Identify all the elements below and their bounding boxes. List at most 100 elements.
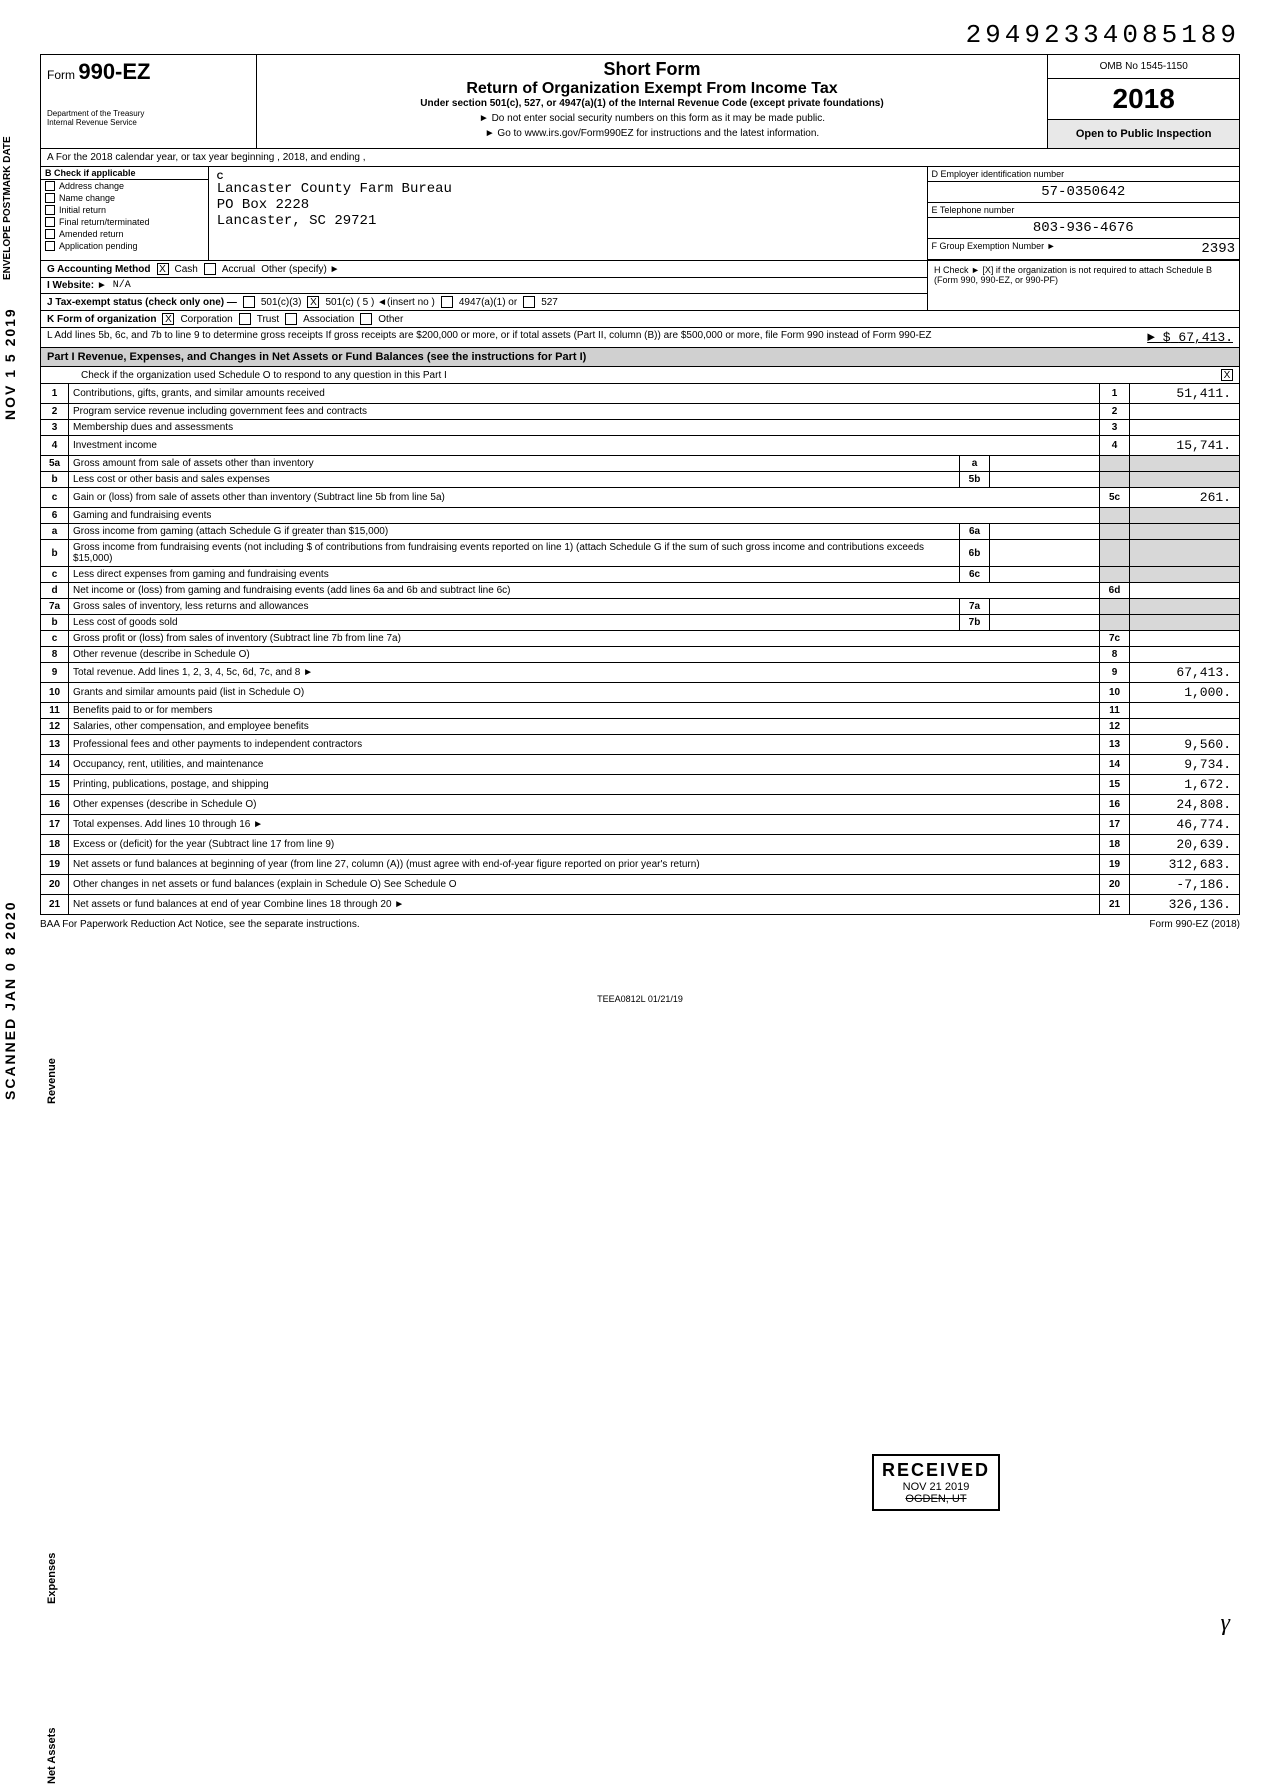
association-label: Association: [303, 314, 354, 325]
cash-checkbox[interactable]: X: [157, 263, 169, 275]
checkbox-icon: [45, 229, 55, 239]
line-amount: 24,808.: [1130, 795, 1240, 815]
side-label-expenses: Expenses: [46, 1553, 58, 1604]
501c-checkbox[interactable]: X: [307, 296, 319, 308]
line-description: Program service revenue including govern…: [69, 404, 1100, 420]
line-number: c: [41, 567, 69, 583]
received-location: OGDEN, UT: [882, 1493, 990, 1505]
received-date: NOV 21 2019: [882, 1481, 990, 1493]
line-box-number: 5c: [1100, 488, 1130, 508]
row-l-text: L Add lines 5b, 6c, and 7b to line 9 to …: [47, 330, 932, 345]
org-addr2: Lancaster, SC 29721: [217, 213, 919, 229]
line-row: 20Other changes in net assets or fund ba…: [41, 875, 1240, 895]
line-number: d: [41, 583, 69, 599]
part-i-subnote: Check if the organization used Schedule …: [40, 367, 1240, 384]
501c3-label: 501(c)(3): [261, 297, 302, 308]
line-box-number: 1: [1100, 384, 1130, 404]
line-description: Excess or (deficit) for the year (Subtra…: [69, 835, 1100, 855]
shaded-cell: [1130, 472, 1240, 488]
tax-year: 2018: [1048, 79, 1239, 120]
block-b-c-d: B Check if applicable Address change Nam…: [40, 167, 1240, 261]
line-row: 9Total revenue. Add lines 1, 2, 3, 4, 5c…: [41, 663, 1240, 683]
line-amount: 326,136.: [1130, 895, 1240, 915]
line-number: 11: [41, 703, 69, 719]
org-name: Lancaster County Farm Bureau: [217, 181, 919, 197]
line-row: dNet income or (loss) from gaming and fu…: [41, 583, 1240, 599]
line-number: 15: [41, 775, 69, 795]
line-row: 7aGross sales of inventory, less returns…: [41, 599, 1240, 615]
527-checkbox[interactable]: [523, 296, 535, 308]
website-value: N/A: [113, 280, 131, 291]
shaded-cell: [1130, 508, 1240, 524]
line-number: 21: [41, 895, 69, 915]
line-number: 3: [41, 420, 69, 436]
checkbox-icon: [45, 181, 55, 191]
line-description: Benefits paid to or for members: [69, 703, 1100, 719]
check-application-pending[interactable]: Application pending: [41, 240, 208, 252]
schedule-o-checkbox[interactable]: X: [1221, 369, 1233, 381]
label-initial-return: Initial return: [59, 205, 106, 215]
check-address-change[interactable]: Address change: [41, 180, 208, 192]
other-org-label: Other: [378, 314, 403, 325]
line-number: 17: [41, 815, 69, 835]
line-box-number: 7c: [1100, 631, 1130, 647]
line-box-number: 21: [1100, 895, 1130, 915]
line-amount: [1130, 703, 1240, 719]
col-b-checkboxes: B Check if applicable Address change Nam…: [41, 167, 209, 260]
line-row: bLess cost or other basis and sales expe…: [41, 472, 1240, 488]
row-i-website: I Website: ► N/A: [40, 278, 928, 294]
check-amended-return[interactable]: Amended return: [41, 228, 208, 240]
association-checkbox[interactable]: [285, 313, 297, 325]
inner-box-label: 6c: [960, 567, 990, 583]
line-amount: 46,774.: [1130, 815, 1240, 835]
check-name-change[interactable]: Name change: [41, 192, 208, 204]
omb-number: OMB No 1545-1150: [1048, 55, 1239, 79]
line-amount: [1130, 583, 1240, 599]
inner-box-value: [990, 524, 1100, 540]
line-row: 1Contributions, gifts, grants, and simil…: [41, 384, 1240, 404]
line-row: 11Benefits paid to or for members11: [41, 703, 1240, 719]
line-number: 19: [41, 855, 69, 875]
scanned-stamp: SCANNED JAN 0 8 2020: [2, 900, 18, 1100]
line-number: b: [41, 540, 69, 567]
line-number: 13: [41, 735, 69, 755]
line-row: 19Net assets or fund balances at beginni…: [41, 855, 1240, 875]
line-number: 6: [41, 508, 69, 524]
line-row: cGain or (loss) from sale of assets othe…: [41, 488, 1240, 508]
line-box-number: 10: [1100, 683, 1130, 703]
check-initial-return[interactable]: Initial return: [41, 204, 208, 216]
inner-box-label: 6b: [960, 540, 990, 567]
line-description: Other revenue (describe in Schedule O): [69, 647, 1100, 663]
accrual-checkbox[interactable]: [204, 263, 216, 275]
trust-checkbox[interactable]: [239, 313, 251, 325]
line-amount: [1130, 719, 1240, 735]
line-description: Gross profit or (loss) from sales of inv…: [69, 631, 1100, 647]
shaded-cell: [1100, 615, 1130, 631]
org-addr1: PO Box 2228: [217, 197, 919, 213]
ein-value: 57-0350642: [928, 182, 1239, 203]
line-number: c: [41, 488, 69, 508]
line-row: 10Grants and similar amounts paid (list …: [41, 683, 1240, 703]
label-application-pending: Application pending: [59, 241, 138, 251]
line-number: a: [41, 524, 69, 540]
side-label-revenue: Revenue: [46, 1058, 58, 1104]
line-description: Contributions, gifts, grants, and simila…: [69, 384, 1100, 404]
line-number: 7a: [41, 599, 69, 615]
501c3-checkbox[interactable]: [243, 296, 255, 308]
shaded-cell: [1100, 456, 1130, 472]
label-amended-return: Amended return: [59, 229, 124, 239]
corporation-checkbox[interactable]: X: [162, 313, 174, 325]
line-row: 14Occupancy, rent, utilities, and mainte…: [41, 755, 1240, 775]
part-i-sub-text: Check if the organization used Schedule …: [81, 370, 447, 381]
check-final-return[interactable]: Final return/terminated: [41, 216, 208, 228]
4947-checkbox[interactable]: [441, 296, 453, 308]
line-description: Occupancy, rent, utilities, and maintena…: [69, 755, 1100, 775]
line-amount: [1130, 420, 1240, 436]
shaded-cell: [1100, 540, 1130, 567]
line-description: Total expenses. Add lines 10 through 16 …: [69, 815, 1100, 835]
line-number: 8: [41, 647, 69, 663]
line-box-number: 6d: [1100, 583, 1130, 599]
row-k-form-org: K Form of organization XCorporation Trus…: [40, 311, 1240, 328]
other-org-checkbox[interactable]: [360, 313, 372, 325]
short-form-title: Short Form: [265, 59, 1040, 80]
